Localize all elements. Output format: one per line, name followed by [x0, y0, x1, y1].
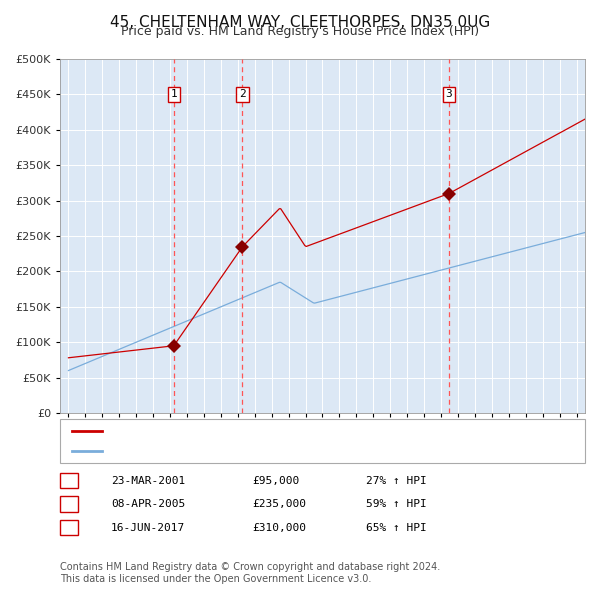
Text: 59% ↑ HPI: 59% ↑ HPI [366, 500, 427, 509]
Text: 2: 2 [239, 90, 246, 99]
Text: 1: 1 [65, 476, 73, 486]
Text: £310,000: £310,000 [252, 523, 306, 533]
Text: 27% ↑ HPI: 27% ↑ HPI [366, 476, 427, 486]
Text: HPI: Average price, detached house, North East Lincolnshire: HPI: Average price, detached house, Nort… [108, 446, 477, 455]
Text: 65% ↑ HPI: 65% ↑ HPI [366, 523, 427, 533]
Text: Price paid vs. HM Land Registry's House Price Index (HPI): Price paid vs. HM Land Registry's House … [121, 25, 479, 38]
Text: 2: 2 [65, 500, 73, 509]
Text: 08-APR-2005: 08-APR-2005 [111, 500, 185, 509]
Text: 16-JUN-2017: 16-JUN-2017 [111, 523, 185, 533]
Text: 3: 3 [445, 90, 452, 99]
Text: 3: 3 [65, 523, 73, 533]
Text: £235,000: £235,000 [252, 500, 306, 509]
Text: Contains HM Land Registry data © Crown copyright and database right 2024.
This d: Contains HM Land Registry data © Crown c… [60, 562, 440, 584]
Text: 45, CHELTENHAM WAY, CLEETHORPES, DN35 0UG: 45, CHELTENHAM WAY, CLEETHORPES, DN35 0U… [110, 15, 490, 30]
Text: 1: 1 [170, 90, 177, 99]
Text: 45, CHELTENHAM WAY, CLEETHORPES, DN35 0UG (detached house): 45, CHELTENHAM WAY, CLEETHORPES, DN35 0U… [108, 427, 470, 436]
Text: £95,000: £95,000 [252, 476, 299, 486]
Text: 23-MAR-2001: 23-MAR-2001 [111, 476, 185, 486]
